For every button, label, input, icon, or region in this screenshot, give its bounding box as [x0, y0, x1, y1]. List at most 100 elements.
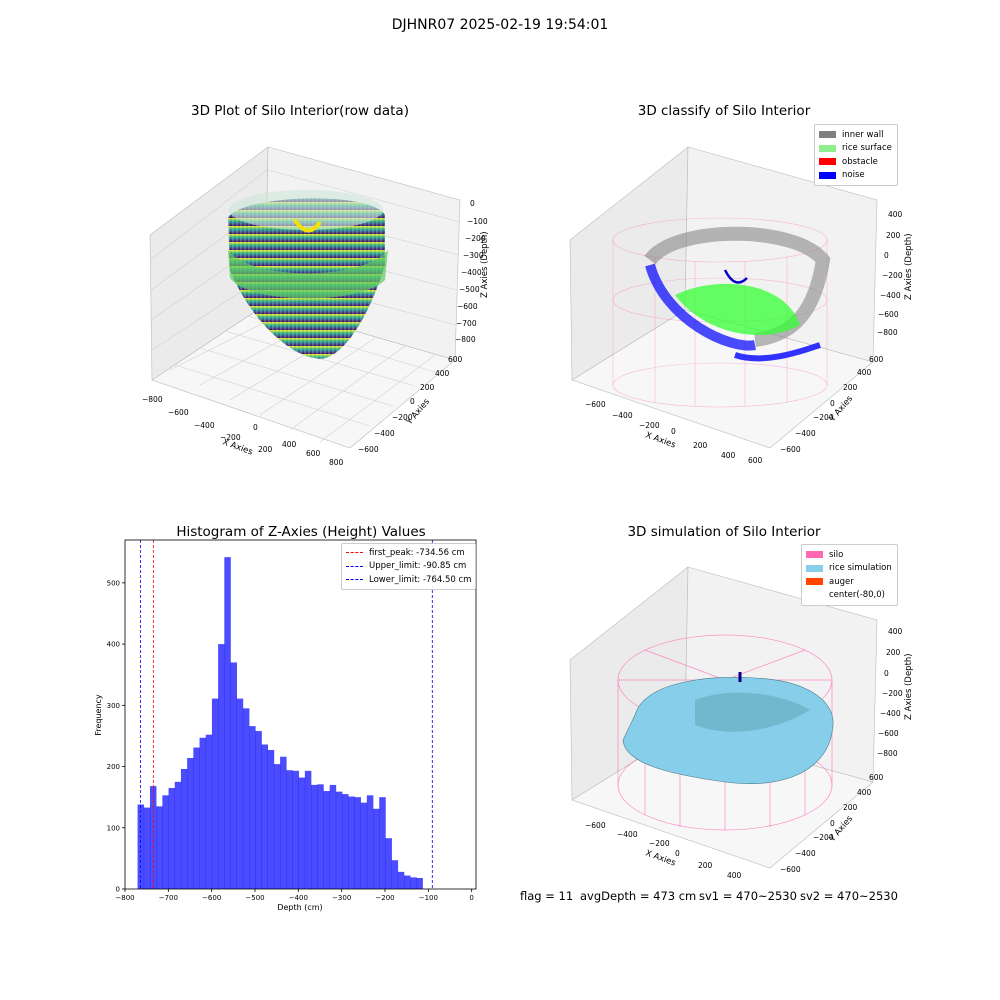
svg-text:600: 600 [869, 355, 884, 364]
svg-text:−800: −800 [455, 335, 476, 344]
x-tick-label: −700 [159, 894, 178, 902]
legend-item-inner-wall: inner wall [819, 128, 892, 142]
panel4-rice-simulation [622, 672, 834, 785]
histogram-title: Histogram of Z-Axies (Height) Values [176, 524, 426, 540]
y-tick-label: 300 [107, 702, 120, 710]
x-tick-label: −800 [115, 894, 134, 902]
figure-title: DJHNR07 2025-02-19 19:54:01 [391, 17, 609, 33]
histogram-xticks: −800 −700 −600 −500 −400 −300 −200 −100 0 [115, 889, 474, 902]
svg-text:−400: −400 [880, 709, 901, 718]
svg-text:−800: −800 [142, 395, 163, 404]
svg-text:−200: −200 [813, 413, 834, 422]
svg-text:600: 600 [748, 456, 763, 465]
legend-item-silo: silo [806, 548, 892, 562]
legend-item-rice-simulation: rice simulation [806, 562, 892, 576]
histogram-bar [168, 787, 176, 889]
histogram-bar [397, 871, 405, 889]
footer-flag: flag = 11 [520, 889, 574, 903]
legend-item-noise: noise [819, 169, 892, 183]
y-tick-label: 500 [107, 579, 120, 587]
svg-text:−200: −200 [882, 689, 903, 698]
panel1-xticks: −800 −600 −400 −200 0 200 400 600 800 [142, 395, 344, 467]
svg-text:0: 0 [253, 423, 258, 432]
panel1-title: 3D Plot of Silo Interior(row data) [191, 103, 409, 119]
svg-text:−400: −400 [194, 421, 215, 430]
histogram-bar [261, 744, 268, 889]
svg-text:−600: −600 [878, 310, 899, 319]
svg-text:−100: −100 [467, 217, 488, 226]
histogram-bar [273, 764, 281, 889]
svg-text:−500: −500 [459, 285, 480, 294]
svg-text:0: 0 [884, 251, 889, 260]
svg-text:200: 200 [698, 861, 713, 870]
svg-text:−400: −400 [795, 429, 816, 438]
svg-text:−600: −600 [780, 445, 801, 454]
panel1-zlabel: Z Axies (Depth) [480, 231, 490, 298]
histogram-legend: first_peak: -734.56 cm Upper_limit: -90.… [341, 543, 477, 590]
histogram-bar [286, 770, 293, 889]
svg-text:200: 200 [886, 231, 901, 240]
legend-item-obstacle: obstacle [819, 155, 892, 169]
histogram-bar [342, 794, 349, 889]
panel4-xticks: −600 −400 −200 0 200 400 [585, 821, 742, 880]
svg-text:200: 200 [693, 441, 708, 450]
svg-text:−600: −600 [358, 445, 379, 454]
histogram-bar [410, 877, 417, 889]
svg-text:−600: −600 [457, 302, 478, 311]
svg-text:800: 800 [329, 458, 344, 467]
svg-text:−200: −200 [639, 421, 660, 430]
svg-text:600: 600 [448, 355, 463, 364]
histogram-bar [329, 784, 337, 889]
panel2-zticks: 400 200 0 −200 −400 −600 −800 [877, 210, 903, 337]
svg-text:400: 400 [857, 788, 872, 797]
svg-text:−400: −400 [880, 291, 901, 300]
svg-text:0: 0 [884, 669, 889, 678]
histogram-bar [317, 784, 324, 889]
histogram-bar [205, 734, 213, 889]
histogram-bar [348, 796, 355, 889]
legend-item-auger: auger [806, 575, 892, 589]
histogram-bar [249, 726, 256, 889]
panel4-title: 3D simulation of Silo Interior [627, 524, 821, 540]
svg-text:−400: −400 [374, 429, 395, 438]
svg-text:0: 0 [830, 819, 835, 828]
svg-text:−600: −600 [585, 821, 606, 830]
svg-text:200: 200 [258, 445, 273, 454]
svg-text:−200: −200 [882, 271, 903, 280]
svg-text:−200: −200 [465, 234, 486, 243]
svg-text:600: 600 [306, 449, 321, 458]
svg-text:0: 0 [675, 849, 680, 858]
svg-text:−400: −400 [617, 830, 638, 839]
svg-text:−200: −200 [649, 839, 670, 848]
x-tick-label: 0 [469, 894, 473, 902]
panel1-yticks: −600 −400 −200 0 200 400 600 [358, 355, 463, 454]
svg-text:400: 400 [282, 440, 297, 449]
svg-text:−200: −200 [813, 833, 834, 842]
histogram-bar [267, 750, 275, 889]
histogram-bar [335, 791, 343, 889]
histogram-bar [180, 768, 188, 889]
histogram-frame [124, 539, 477, 890]
histogram-bar [379, 797, 386, 889]
panel4-yticks: −600 −400 −200 0 200 400 600 [780, 773, 884, 874]
histogram-yticks: 0 100 200 300 400 500 [107, 579, 125, 894]
histogram-bar [385, 838, 392, 889]
histogram-bar [366, 795, 374, 889]
histogram-bar [360, 802, 368, 889]
histogram-bar [280, 756, 287, 889]
x-tick-label: −500 [245, 894, 264, 902]
histogram-bar [354, 797, 361, 889]
panel2-xticks: −600 −400 −200 0 200 400 600 [585, 400, 763, 465]
footer-sv1: sv1 = 470~2530 [699, 889, 797, 903]
histogram-bars [137, 557, 423, 889]
histogram-bar [230, 662, 238, 889]
legend-item-center: center(-80,0) [806, 589, 892, 603]
histogram-bar [416, 877, 423, 889]
svg-text:400: 400 [721, 451, 736, 460]
y-tick-label: 0 [116, 886, 120, 894]
svg-text:−600: −600 [878, 729, 899, 738]
histogram-chart: −800 −700 −600 −500 −400 −300 −200 −100 0 0 100 20… [94, 539, 477, 912]
histogram-bar [323, 791, 330, 889]
svg-text:−400: −400 [795, 849, 816, 858]
svg-text:400: 400 [888, 210, 903, 219]
